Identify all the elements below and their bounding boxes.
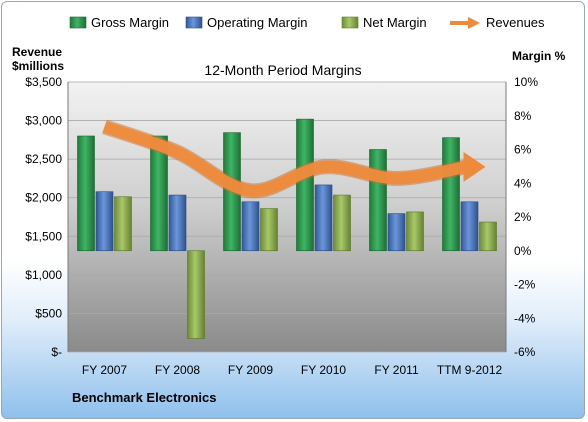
revenue-line bbox=[102, 119, 486, 199]
category-label: TTM 9-2012 bbox=[437, 363, 503, 377]
category-label: FY 2007 bbox=[82, 363, 127, 377]
left-tick-label: $2,000 bbox=[25, 191, 62, 205]
right-tick-label: 10% bbox=[514, 75, 538, 89]
bar-operating-margin bbox=[314, 184, 333, 252]
category-label: FY 2011 bbox=[374, 363, 419, 377]
left-axis-label-line2: $millions bbox=[12, 59, 64, 73]
legend-swatch-operating-margin bbox=[185, 16, 203, 29]
right-tick-label: -6% bbox=[514, 345, 536, 359]
legend-gross-margin: Gross Margin bbox=[91, 15, 169, 30]
right-tick-label: 0% bbox=[514, 244, 532, 258]
bar-operating-margin bbox=[95, 191, 114, 252]
bar-operating-margin bbox=[168, 194, 187, 252]
bar-operating-margin bbox=[387, 213, 406, 252]
revenue-line-arrowhead bbox=[463, 151, 486, 182]
company-name: Benchmark Electronics bbox=[72, 390, 217, 405]
right-tick-label: 4% bbox=[514, 176, 532, 190]
bar-net-margin bbox=[187, 250, 205, 339]
right-tick-label: 2% bbox=[514, 210, 532, 224]
category-label: FY 2010 bbox=[301, 363, 346, 377]
bar-gross-margin bbox=[369, 149, 387, 252]
right-axis-label: Margin % bbox=[512, 49, 566, 63]
bar-net-margin bbox=[479, 221, 497, 252]
bar-operating-margin bbox=[241, 201, 260, 252]
bar-operating-margin bbox=[460, 201, 479, 252]
legend-net-margin: Net Margin bbox=[363, 15, 427, 30]
bar-net-margin bbox=[333, 194, 351, 252]
bar-net-margin bbox=[406, 211, 424, 252]
left-axis-label-line1: Revenue bbox=[12, 45, 62, 59]
plot-area bbox=[68, 82, 506, 352]
bar-net-margin bbox=[114, 196, 132, 252]
legend-swatch-revenues bbox=[450, 17, 480, 29]
chart-title: 12-Month Period Margins bbox=[204, 62, 361, 78]
left-tick-label: $- bbox=[51, 345, 62, 359]
gridlines bbox=[68, 81, 506, 353]
bar-gross-margin bbox=[442, 137, 460, 252]
right-tick-label: -2% bbox=[514, 278, 536, 292]
category-axis: FY 2007 FY 2008 FY 2009 FY 2010 FY 2011 TTM 9… bbox=[82, 363, 503, 377]
left-tick-label: $2,500 bbox=[25, 152, 62, 166]
bar-net-margin bbox=[260, 208, 278, 252]
left-axis-ticks: $3,500 $3,000 $2,500 $2,000 $1,500 $1,000 $500… bbox=[25, 75, 62, 359]
category-label: FY 2009 bbox=[228, 363, 273, 377]
bars bbox=[77, 118, 497, 339]
legend-revenues: Revenues bbox=[486, 15, 545, 30]
revenue-line-path bbox=[102, 121, 467, 197]
left-tick-label: $3,000 bbox=[25, 114, 62, 128]
category-label: FY 2008 bbox=[155, 363, 200, 377]
left-tick-label: $1,500 bbox=[25, 229, 62, 243]
left-tick-label: $3,500 bbox=[25, 75, 62, 89]
right-tick-label: 8% bbox=[514, 109, 532, 123]
bar-gross-margin bbox=[77, 135, 95, 252]
right-tick-label: 6% bbox=[514, 143, 532, 157]
legend: Gross Margin Operating Margin Net Margin… bbox=[69, 15, 545, 30]
bar-gross-margin bbox=[150, 135, 168, 252]
left-tick-label: $500 bbox=[35, 306, 62, 320]
bar-gross-margin bbox=[296, 118, 314, 252]
legend-swatch-gross-margin bbox=[69, 16, 87, 29]
right-tick-label: -4% bbox=[514, 311, 536, 325]
legend-operating-margin: Operating Margin bbox=[207, 15, 307, 30]
legend-swatch-net-margin bbox=[341, 16, 359, 29]
right-axis-ticks: 10% 8% 6% 4% 2% 0% -2% -4% -6% bbox=[514, 75, 538, 359]
left-tick-label: $1,000 bbox=[25, 268, 62, 282]
